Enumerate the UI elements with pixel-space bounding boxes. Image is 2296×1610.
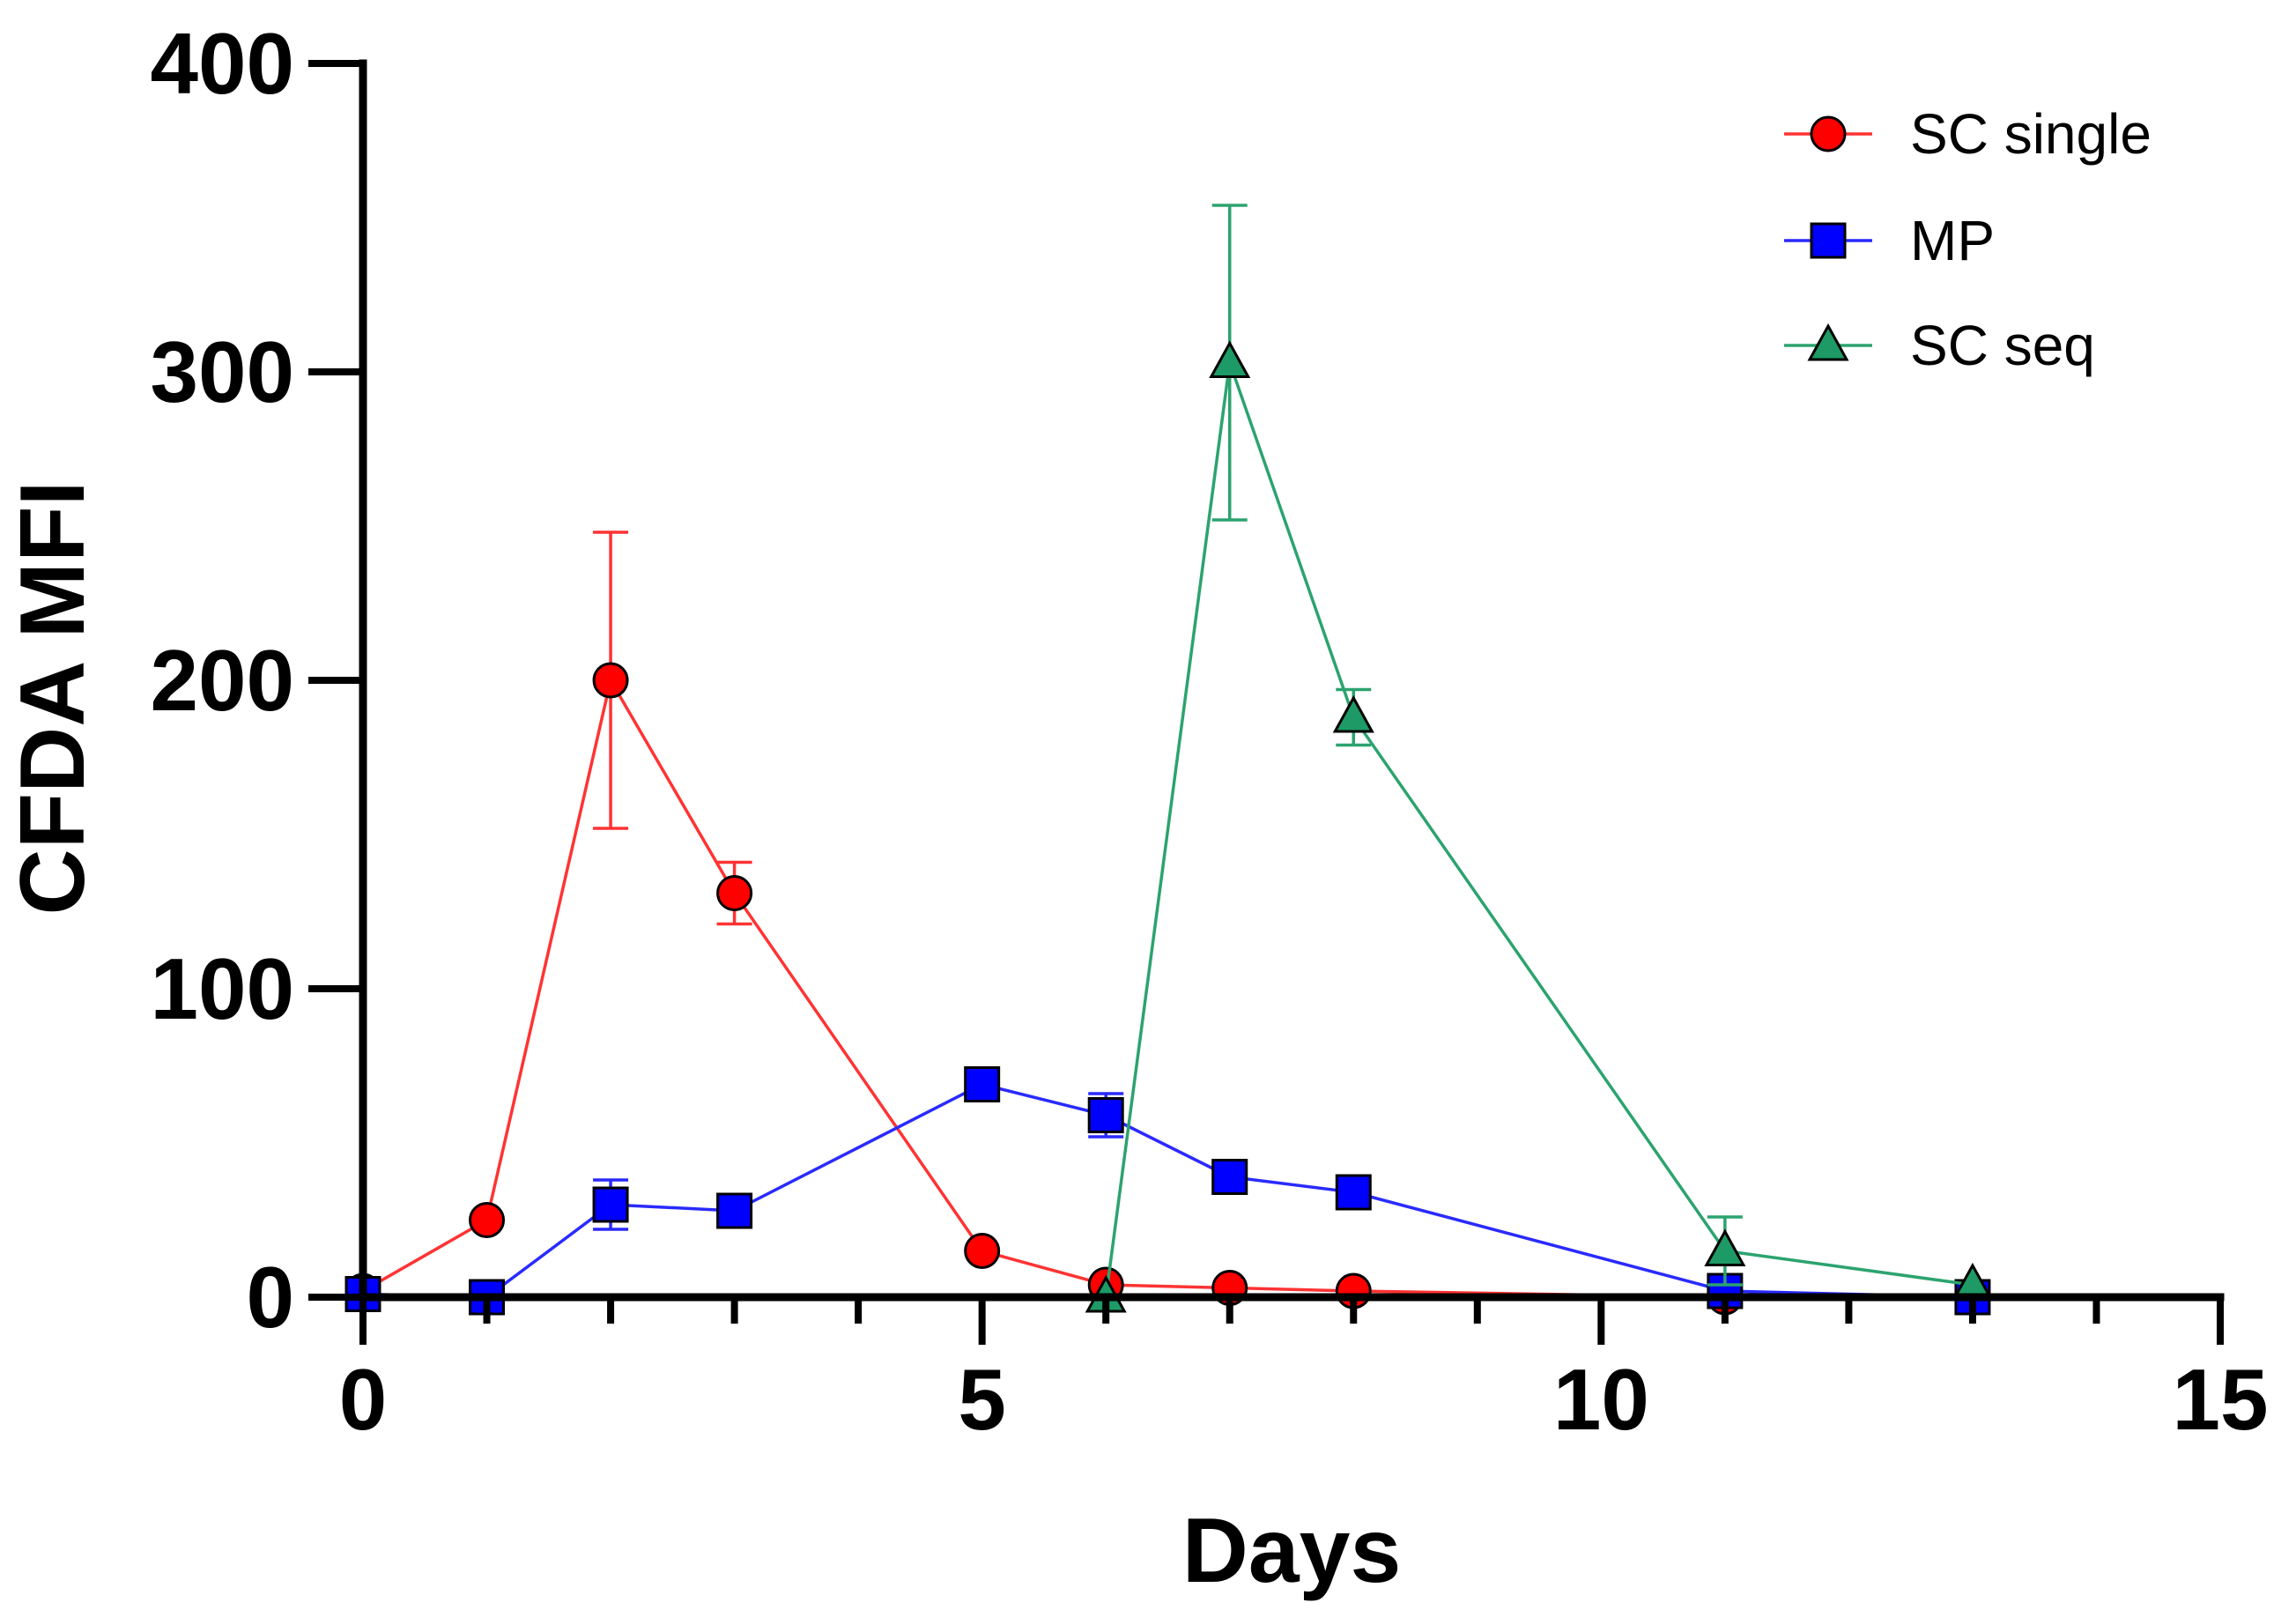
x-tick-label: 15 [2172, 1351, 2268, 1448]
data-point [1087, 1097, 1124, 1133]
data-point [1332, 694, 1374, 733]
data-point [1335, 1174, 1372, 1211]
series-line [362, 1082, 1973, 1299]
data-point [964, 1066, 1001, 1102]
y-axis-title: CFDA MFI [2, 481, 104, 916]
y-tick-label: 400 [150, 15, 294, 112]
legend-marker [1807, 323, 1849, 361]
legend-item: SC single [1784, 102, 2152, 166]
data-point [592, 1186, 629, 1223]
legend-label: MP [1910, 209, 1995, 272]
x-tick-label: 10 [1553, 1351, 1649, 1448]
y-tick-label: 300 [150, 323, 294, 420]
legend: SC single MP SC seq [1784, 102, 2152, 377]
x-tick-label: 5 [958, 1351, 1006, 1448]
data-point [964, 1233, 1001, 1269]
series-sc-seq [1085, 204, 1994, 1313]
y-tick-label: 0 [246, 1249, 294, 1346]
legend-item: MP [1784, 209, 1995, 272]
legend-item: SC seq [1784, 314, 2095, 377]
data-point [1704, 1228, 1746, 1266]
data-point [716, 875, 753, 911]
data-point [592, 662, 629, 699]
legend-label: SC seq [1910, 314, 2095, 377]
series-mp [344, 1066, 1991, 1316]
y-tick-label: 200 [150, 632, 294, 729]
data-point [469, 1202, 506, 1238]
series-line [1104, 361, 1974, 1298]
legend-marker [1810, 115, 1847, 152]
data-point [716, 1192, 753, 1229]
x-axis-title: Days [1182, 1500, 1402, 1602]
data-point [1211, 1159, 1248, 1195]
legend-marker [1810, 222, 1847, 259]
data-point [1209, 340, 1251, 378]
legend-label: SC single [1910, 102, 2152, 166]
x-tick-label: 0 [339, 1351, 388, 1448]
y-tick-label: 100 [150, 940, 294, 1037]
